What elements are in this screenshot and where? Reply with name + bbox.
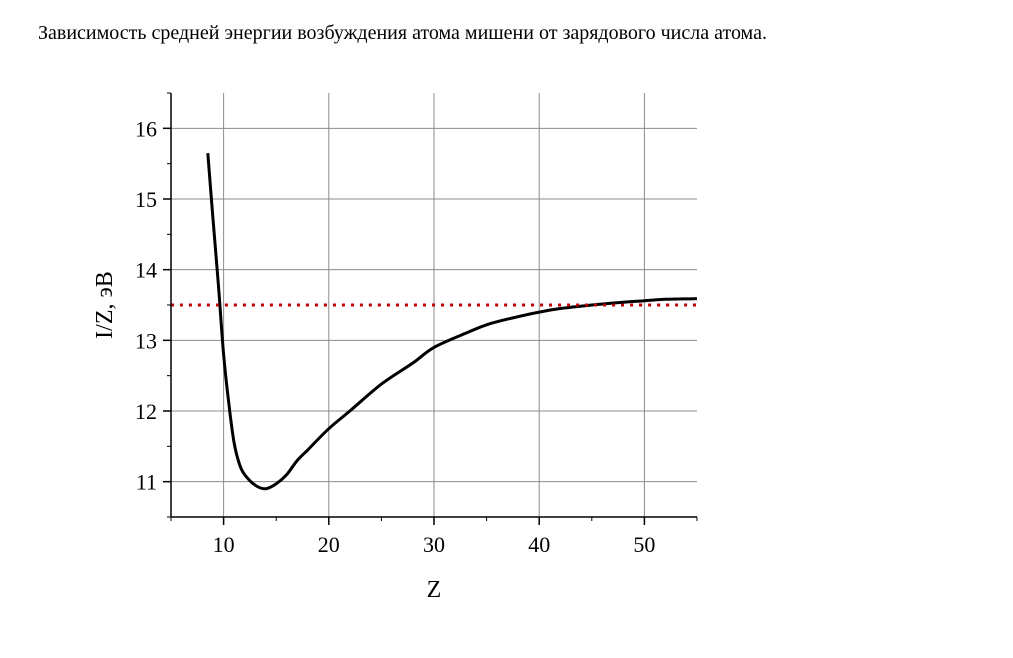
- x-tick-label-10: 10: [213, 532, 235, 557]
- axes: 10 20 30 40 50 11 12 13 14 15 16: [135, 92, 698, 557]
- y-tick-label-12: 12: [135, 399, 157, 424]
- x-tick-label-30: 30: [423, 532, 445, 557]
- x-tick-label-20: 20: [318, 532, 340, 557]
- y-axis-title: I/Z, эВ: [92, 271, 118, 339]
- x-tick-label-50: 50: [633, 532, 655, 557]
- grid: [171, 93, 697, 517]
- y-tick-label-14: 14: [135, 258, 157, 283]
- y-tick-label-11: 11: [136, 470, 157, 495]
- series-layer: [171, 152, 698, 491]
- x-axis-title: Z: [427, 577, 442, 603]
- y-tick-label-16: 16: [135, 116, 157, 141]
- y-tick-label-13: 13: [135, 328, 157, 353]
- data-series-line: [206, 152, 698, 491]
- x-tick-label-40: 40: [528, 532, 550, 557]
- y-tick-label-15: 15: [135, 187, 157, 212]
- figure-caption: Зависимость средней энергии возбуждения …: [38, 22, 767, 44]
